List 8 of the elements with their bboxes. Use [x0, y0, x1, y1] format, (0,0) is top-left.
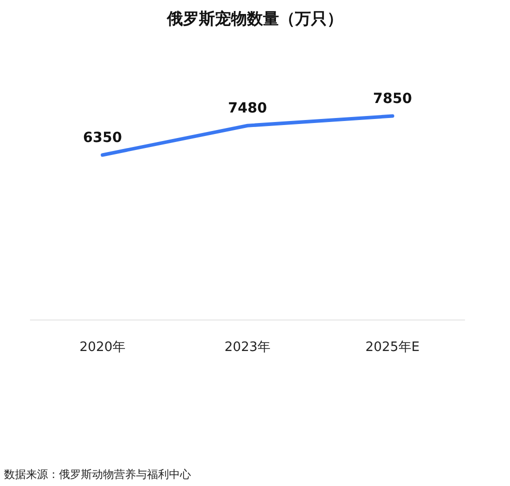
chart-title: 俄罗斯宠物数量（万只）	[166, 9, 343, 28]
data-label: 6350	[83, 130, 122, 146]
x-tick-label: 2023年	[224, 340, 271, 355]
data-label: 7480	[228, 100, 268, 117]
source-note: 数据来源：俄罗斯动物营养与福利中心	[4, 468, 191, 481]
x-tick-label: 2020年	[79, 340, 126, 355]
x-tick-label: 2025年E	[365, 340, 420, 355]
data-label: 7850	[373, 91, 412, 107]
